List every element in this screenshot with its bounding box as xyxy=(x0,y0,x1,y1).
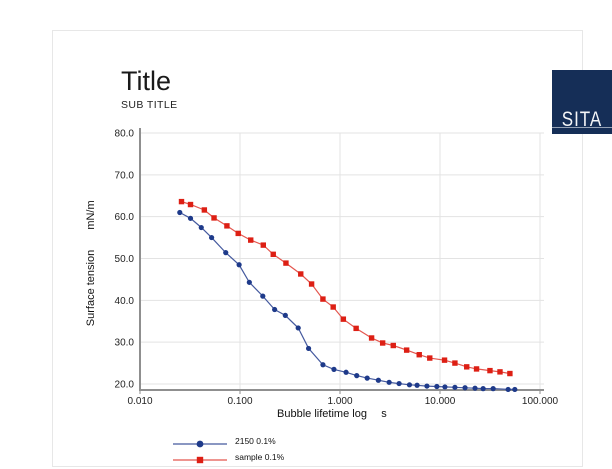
legend-label: 2150 0.1% xyxy=(235,436,276,446)
svg-text:20.0: 20.0 xyxy=(115,380,135,391)
svg-text:Surface tension: Surface tension xyxy=(85,250,97,326)
legend-item-2150: 2150 0.1% xyxy=(172,433,284,449)
sita-logo: SITA xyxy=(552,70,612,134)
svg-text:70.0: 70.0 xyxy=(115,170,135,181)
svg-text:40.0: 40.0 xyxy=(115,296,135,307)
svg-text:s: s xyxy=(381,408,387,420)
svg-text:80.0: 80.0 xyxy=(115,129,135,140)
legend-marker-square-icon xyxy=(172,452,228,464)
page-subtitle: SUB TITLE xyxy=(121,99,178,112)
legend-label: sample 0.1% xyxy=(235,452,285,462)
svg-text:30.0: 30.0 xyxy=(115,338,135,349)
svg-text:50.0: 50.0 xyxy=(115,254,135,265)
report-header: Title SUB TITLE xyxy=(121,66,178,112)
svg-text:10.000: 10.000 xyxy=(425,396,456,407)
logo-text: SITA xyxy=(561,107,603,131)
legend-marker-circle-icon xyxy=(172,436,228,448)
logo-rule xyxy=(552,127,612,128)
svg-text:100.000: 100.000 xyxy=(522,396,559,407)
chart-legend: 2150 0.1% sample 0.1% xyxy=(172,433,284,465)
svg-text:0.100: 0.100 xyxy=(227,396,252,407)
legend-item-sample: sample 0.1% xyxy=(172,449,284,465)
page-title: Title xyxy=(121,66,172,96)
svg-text:mN/m: mN/m xyxy=(85,200,97,229)
svg-text:0.010: 0.010 xyxy=(127,396,152,407)
svg-text:Bubble lifetime log: Bubble lifetime log xyxy=(277,408,367,420)
svg-text:1.000: 1.000 xyxy=(327,396,352,407)
svg-text:60.0: 60.0 xyxy=(115,212,135,223)
